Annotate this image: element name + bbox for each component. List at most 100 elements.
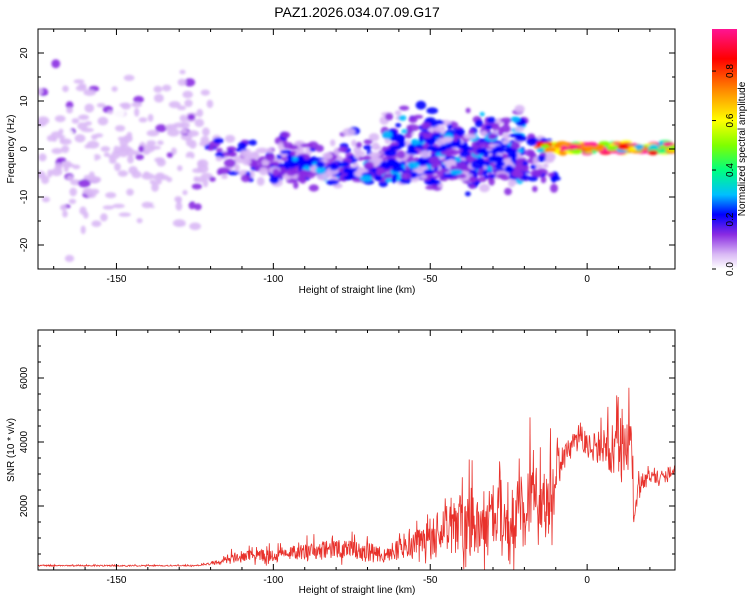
spectrogram-blob bbox=[301, 170, 313, 176]
spectrogram-blob bbox=[533, 156, 539, 165]
spectrogram-blob bbox=[138, 145, 144, 153]
spectrogram-blob bbox=[100, 213, 108, 222]
spectrogram-blob bbox=[359, 175, 373, 182]
spectrogram-blob bbox=[663, 141, 674, 147]
colorbar-tick-label: 0.0 bbox=[725, 262, 736, 276]
spectrogram-blob bbox=[62, 85, 69, 93]
spectrogram-blob bbox=[429, 156, 440, 165]
spectrogram-blob bbox=[256, 177, 265, 186]
spectrogram-blob bbox=[330, 139, 336, 147]
spectrogram-blob bbox=[102, 205, 115, 210]
spectrogram-x-tick-label: -50 bbox=[423, 274, 438, 285]
spectrogram-blob bbox=[389, 145, 402, 151]
spectrogram-y-tick-label: 10 bbox=[19, 95, 30, 107]
spectrogram-blob bbox=[59, 138, 72, 145]
spectrogram-blob bbox=[42, 196, 50, 203]
colorbar-tick-label: 0.4 bbox=[725, 163, 736, 177]
colorbar-gradient bbox=[712, 29, 737, 269]
spectrogram-blob bbox=[378, 180, 388, 188]
spectrogram-blob bbox=[419, 150, 431, 159]
spectrogram-blob bbox=[249, 161, 258, 167]
spectrogram-blob bbox=[494, 145, 506, 154]
spectrogram-blob bbox=[363, 139, 373, 145]
spectrogram-y-tick-label: -20 bbox=[19, 237, 30, 252]
spectrogram-blob bbox=[355, 141, 362, 149]
spectrogram-blob bbox=[497, 127, 504, 136]
snr-frame bbox=[37, 329, 676, 571]
spectrogram-blob bbox=[534, 163, 543, 169]
spectrogram-blob bbox=[406, 126, 413, 136]
spectrogram-blob bbox=[196, 108, 204, 118]
spectrogram-y-tick-label: 0 bbox=[19, 146, 30, 152]
spectrogram-blob bbox=[68, 198, 77, 205]
spectrogram-blob bbox=[121, 92, 130, 98]
spectrogram-blob bbox=[65, 101, 74, 109]
spectrogram-blob bbox=[100, 146, 111, 152]
colorbar-label: Normalized spectral amplitude bbox=[737, 81, 748, 216]
snr-x-tick-label: 0 bbox=[584, 575, 590, 586]
spectrogram-blob bbox=[385, 177, 393, 183]
spectrogram-blob bbox=[152, 201, 162, 208]
spectrogram-blob bbox=[382, 130, 393, 140]
spectrogram-blob bbox=[160, 174, 169, 181]
spectrogram-blob bbox=[369, 152, 382, 157]
spectrogram-blob bbox=[451, 149, 459, 156]
spectrogram-blob bbox=[374, 175, 383, 182]
spectrogram-blob bbox=[432, 133, 442, 138]
spectrogram-blob bbox=[421, 122, 432, 129]
snr-x-tick-label: -50 bbox=[423, 575, 438, 586]
spectrogram-blob bbox=[103, 152, 110, 157]
spectrogram-blob bbox=[66, 106, 73, 114]
spectrogram-blob bbox=[177, 78, 187, 86]
spectrogram-blob bbox=[51, 59, 61, 69]
spectrogram-blob bbox=[84, 144, 92, 149]
snr-background bbox=[38, 330, 675, 570]
spectrogram-blob bbox=[155, 179, 162, 185]
spectrogram-blob bbox=[431, 179, 441, 185]
spectrogram-blob bbox=[56, 157, 67, 163]
spectrogram-blob bbox=[374, 145, 382, 150]
spectrogram-blob bbox=[329, 166, 339, 171]
colorbar-tick-label: 0.2 bbox=[725, 212, 736, 226]
spectrogram-blob bbox=[267, 147, 273, 154]
spectrogram-blob bbox=[87, 192, 97, 198]
spectrogram-blob bbox=[78, 114, 90, 121]
spectrogram-blob bbox=[209, 176, 216, 182]
spectrogram-x-label: Height of straight line (km) bbox=[299, 285, 416, 296]
spectrogram-x-tick-label: -100 bbox=[263, 274, 283, 285]
spectrogram-blob bbox=[206, 99, 214, 109]
spectrogram-blob bbox=[494, 162, 503, 170]
spectrogram-blob bbox=[107, 110, 114, 115]
spectrogram-blob bbox=[308, 184, 319, 192]
spectrogram-blob bbox=[474, 119, 484, 128]
spectrogram-blob bbox=[61, 145, 70, 154]
spectrogram-x-tick-label: -150 bbox=[106, 274, 126, 285]
spectrogram-blob bbox=[469, 176, 477, 183]
spectrogram-blob bbox=[96, 103, 106, 108]
spectrogram-blob bbox=[547, 153, 553, 160]
spectrogram-blob bbox=[155, 124, 167, 133]
spectrogram-blob bbox=[91, 134, 98, 140]
spectrogram-blob bbox=[234, 163, 240, 172]
spectrogram-blob bbox=[142, 182, 151, 189]
spectrogram-blob bbox=[470, 160, 484, 170]
spectrogram-blob bbox=[463, 133, 477, 139]
spectrogram-blob bbox=[504, 148, 517, 153]
spectrogram-blob bbox=[364, 161, 374, 170]
spectrogram-blob bbox=[486, 116, 496, 124]
spectrogram-blob bbox=[88, 176, 100, 182]
spectrogram-blob bbox=[526, 137, 540, 146]
spectrogram-blob bbox=[468, 184, 476, 189]
spectrogram-blob bbox=[542, 163, 549, 169]
spectrogram-blob bbox=[177, 165, 183, 172]
spectrogram-blob bbox=[537, 155, 546, 163]
spectrogram-blob bbox=[515, 159, 524, 166]
spectrogram-blob bbox=[510, 116, 521, 123]
spectrogram-blob bbox=[450, 169, 463, 176]
spectrogram-blob bbox=[426, 107, 439, 114]
spectrogram-blob bbox=[148, 161, 157, 167]
spectrogram-blob bbox=[222, 151, 235, 157]
spectrogram-blob bbox=[315, 161, 326, 169]
spectrogram-blob bbox=[193, 176, 199, 183]
spectrogram-y-axis: -20 -10 0 10 20 bbox=[19, 28, 675, 270]
